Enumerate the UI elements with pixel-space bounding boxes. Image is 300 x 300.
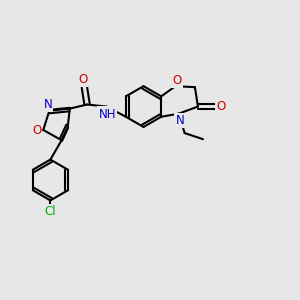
Text: O: O: [172, 74, 182, 87]
Text: O: O: [78, 73, 87, 85]
Text: N: N: [44, 98, 52, 110]
Text: O: O: [217, 100, 226, 113]
Text: Cl: Cl: [45, 205, 56, 218]
Text: O: O: [32, 124, 41, 136]
Text: NH: NH: [99, 108, 116, 121]
Text: N: N: [176, 114, 184, 127]
